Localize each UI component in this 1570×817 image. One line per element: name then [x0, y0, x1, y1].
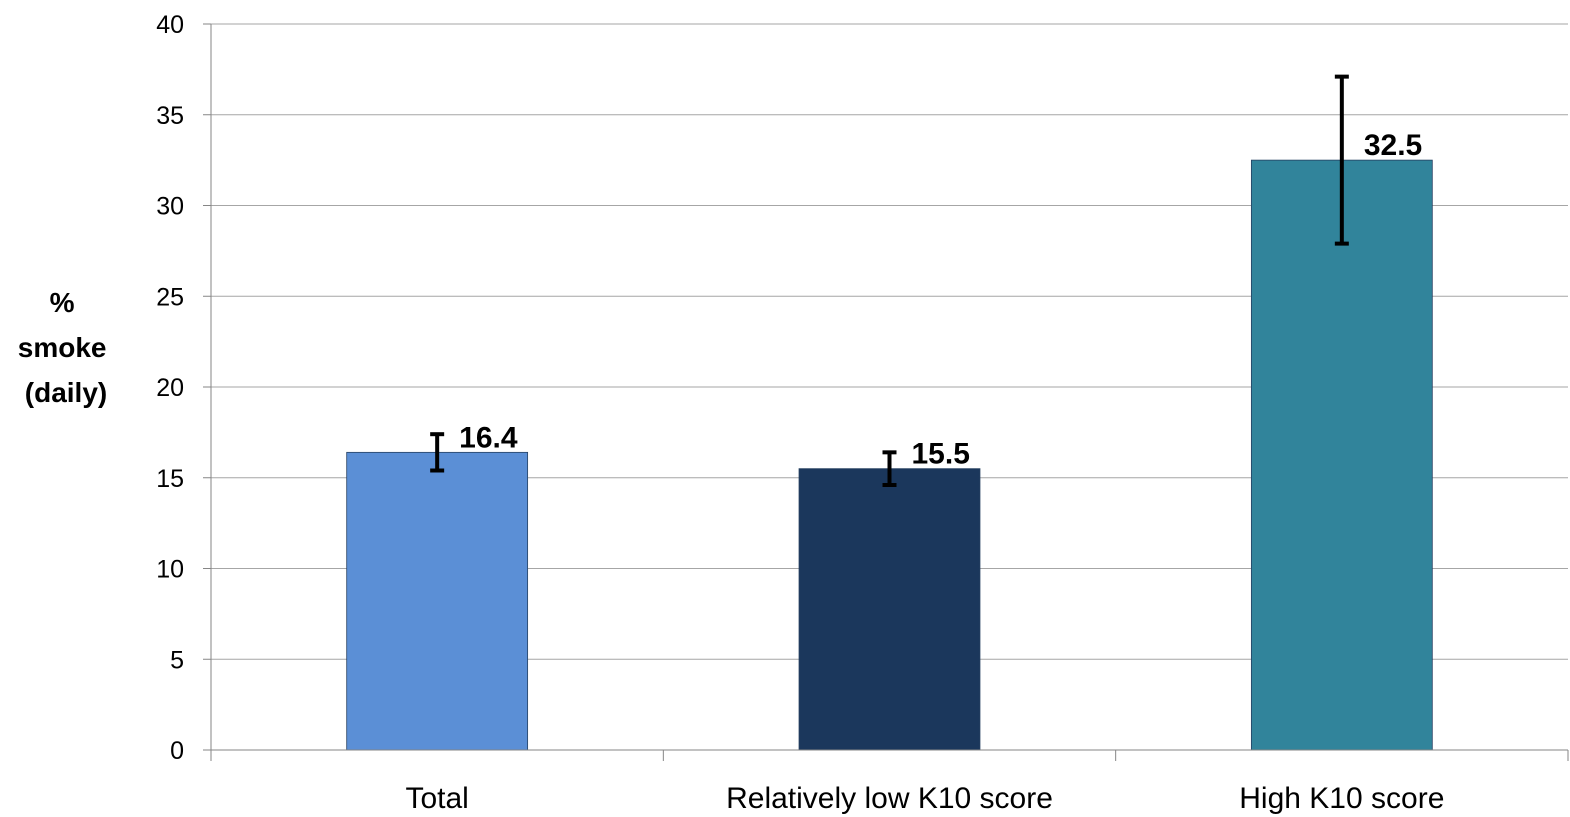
category-label: Relatively low K10 score — [726, 782, 1053, 815]
y-axis-title: % smoke (daily) — [18, 287, 115, 408]
bars — [346, 159, 1433, 751]
data-label: 15.5 — [912, 438, 970, 471]
y-tick-label: 15 — [156, 465, 184, 493]
error-bars — [430, 74, 1349, 488]
y-tick-labels: 0 5 10 15 20 25 30 35 40 — [156, 11, 184, 765]
y-axis-title-line-3: (daily) — [25, 377, 107, 408]
category-label: High K10 score — [1239, 782, 1444, 815]
error-bar — [430, 432, 445, 473]
y-tick-label: 30 — [156, 193, 184, 221]
y-tick-label: 40 — [156, 11, 184, 39]
y-tick-label: 20 — [156, 374, 184, 402]
data-label: 32.5 — [1364, 129, 1422, 162]
category-labels: Total Relatively low K10 score High K10 sc… — [405, 782, 1444, 815]
y-tick-label: 5 — [170, 646, 184, 674]
bar — [798, 468, 981, 751]
y-tick-label: 0 — [170, 737, 184, 765]
y-tick-label: 25 — [156, 283, 184, 311]
data-label: 16.4 — [459, 421, 518, 454]
bar — [346, 451, 529, 751]
bar — [1250, 159, 1433, 751]
y-axis-title-line-2: smoke — [18, 332, 107, 363]
y-axis-title-line-1: % — [50, 287, 75, 318]
category-label: Total — [405, 782, 468, 815]
axes — [203, 23, 1569, 761]
error-bar — [882, 450, 897, 488]
data-labels: 16.4 15.5 32.5 — [459, 129, 1422, 471]
y-tick-label: 10 — [156, 556, 184, 584]
error-bar — [1334, 74, 1349, 246]
y-tick-label: 35 — [156, 102, 184, 130]
